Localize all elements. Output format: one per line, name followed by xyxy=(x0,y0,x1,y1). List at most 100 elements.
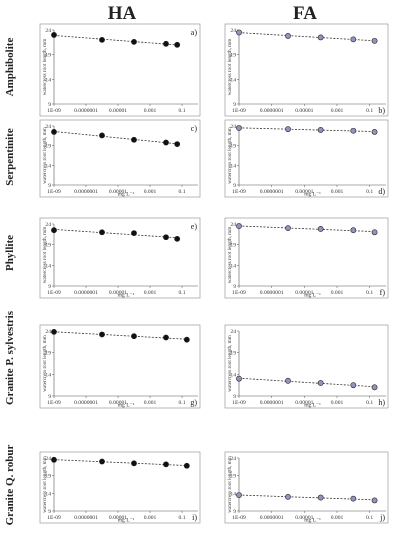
y-tick-label: 14 xyxy=(230,372,236,378)
x-tick-label: 0.00001 xyxy=(295,400,313,406)
y-tick-label: 14 xyxy=(45,77,51,83)
x-tick-label: 0.0000001 xyxy=(260,189,284,195)
x-tick-label: 0.0000001 xyxy=(74,400,98,406)
column-header-fa: FA xyxy=(293,3,317,24)
y-tick-label: 19 xyxy=(45,53,51,59)
data-point xyxy=(174,235,181,242)
data-point xyxy=(236,375,242,382)
data-point xyxy=(183,462,190,469)
x-tick-label: 0.00001 xyxy=(109,290,127,296)
y-tick-label: 24 xyxy=(230,456,236,462)
data-point xyxy=(236,125,242,131)
row-label-serpentinite: Serpentinite xyxy=(4,128,16,186)
data-point xyxy=(371,497,378,504)
x-tick-label: 0.001 xyxy=(144,400,157,406)
panel-letter-label: e) xyxy=(191,222,198,231)
x-axis-label: mg L⁻¹ xyxy=(304,518,321,524)
y-tick-label: 24 xyxy=(230,222,236,228)
x-tick-label: 1E-09 xyxy=(232,400,246,406)
data-point xyxy=(317,380,324,386)
y-axis-label: watercress root length, mm xyxy=(42,456,48,512)
panel-frame xyxy=(39,217,201,299)
y-tick-label: 24 xyxy=(230,329,236,335)
data-point xyxy=(51,328,57,335)
data-point xyxy=(99,132,105,139)
x-tick-label: 0.00001 xyxy=(109,400,127,406)
x-tick-label: 0.00001 xyxy=(109,108,127,114)
y-axis-label: watercress root length, mm xyxy=(227,335,233,391)
x-tick-label: 0.0000001 xyxy=(74,108,98,114)
panel-h: 9 14 19 24 1E-09 0.0000001 0.00001 0.001 0.1 wate… xyxy=(224,324,389,409)
y-tick-label: 9 xyxy=(48,284,51,290)
y-tick-label: 19 xyxy=(45,144,51,150)
data-point xyxy=(371,37,378,44)
y-tick-label: 14 xyxy=(230,163,236,169)
y-tick-label: 24 xyxy=(45,124,51,130)
x-tick-label: 1E-09 xyxy=(47,400,61,406)
data-point xyxy=(163,40,169,47)
panel-j: 9 14 19 24 1E-09 0.0000001 0.00001 0.001 0.1 wate… xyxy=(224,451,389,524)
y-tick-label: 14 xyxy=(45,263,51,269)
x-tick-label: 0.1 xyxy=(366,515,373,521)
y-tick-label: 9 xyxy=(233,183,236,189)
panel-frame xyxy=(224,217,389,299)
panel-a: 9 14 19 24 1E-09 0.0000001 0.00001 0.001 0.1 wate… xyxy=(39,23,201,117)
x-tick-label: 0.1 xyxy=(179,515,186,521)
x-tick-label: 0.1 xyxy=(366,400,373,406)
panel-e: 9 14 19 24 1E-09 0.0000001 0.00001 0.001 0.1 wate… xyxy=(39,217,201,299)
y-tick-label: 9 xyxy=(233,284,236,290)
x-tick-label: 0.00001 xyxy=(295,108,313,114)
y-tick-label: 14 xyxy=(230,263,236,269)
y-axis-label: watercress root length, mm xyxy=(227,456,233,512)
x-tick-label: 0.00001 xyxy=(295,515,313,521)
data-point xyxy=(350,127,357,134)
row-label-granite-p-sylvestris: Granite P. sylvestris xyxy=(4,310,16,405)
data-point xyxy=(99,331,105,338)
y-axis-label: watercress root length, mm xyxy=(227,39,233,95)
y-tick-label: 14 xyxy=(230,491,236,497)
panel-frame xyxy=(224,451,389,524)
data-point xyxy=(163,234,169,241)
y-tick-label: 19 xyxy=(45,243,51,249)
y-tick-label: 24 xyxy=(45,222,51,228)
data-point xyxy=(317,494,324,501)
data-point xyxy=(163,139,169,146)
panel-letter-label: f) xyxy=(380,288,386,297)
x-tick-label: 0.001 xyxy=(331,108,344,114)
panel-d: 9 14 19 24 1E-09 0.0000001 0.00001 0.001 0.1 wate… xyxy=(224,119,389,198)
data-point xyxy=(285,493,291,500)
y-tick-label: 24 xyxy=(45,28,51,34)
panel-letter-label: i) xyxy=(192,513,197,522)
x-tick-label: 1E-09 xyxy=(47,290,61,296)
y-tick-label: 9 xyxy=(48,394,51,400)
data-point xyxy=(99,458,105,465)
panel-i: 9 14 19 24 1E-09 0.0000001 0.00001 0.001 0.1 wate… xyxy=(39,451,201,524)
x-tick-label: 0.001 xyxy=(144,108,157,114)
y-axis-label: watercress root length, mm xyxy=(42,227,48,283)
y-tick-label: 19 xyxy=(230,53,236,59)
row-label-granite-q-robur: Granite Q. robur xyxy=(4,445,16,526)
y-tick-label: 9 xyxy=(233,394,236,400)
y-axis-label: watercress root length, mm xyxy=(42,39,48,95)
x-tick-label: 0.0000001 xyxy=(260,515,284,521)
y-tick-label: 24 xyxy=(230,28,236,34)
panel-letter-label: c) xyxy=(191,124,198,133)
x-tick-label: 0.001 xyxy=(144,290,157,296)
panel-letter-label: a) xyxy=(191,28,198,37)
x-tick-label: 0.0000001 xyxy=(74,515,98,521)
data-point xyxy=(51,128,57,135)
x-tick-label: 0.00001 xyxy=(295,290,313,296)
x-tick-label: 0.0000001 xyxy=(74,189,98,195)
data-point xyxy=(350,495,357,502)
x-tick-label: 1E-09 xyxy=(47,108,61,114)
data-point xyxy=(350,227,357,234)
panel-b: 9 14 19 24 1E-09 0.0000001 0.00001 0.001 0.1 wate… xyxy=(224,23,389,117)
data-point xyxy=(163,461,169,468)
x-axis-label: mg L⁻¹ xyxy=(118,293,135,299)
panel-letter-label: j) xyxy=(379,513,385,522)
y-tick-label: 24 xyxy=(230,124,236,130)
x-tick-label: 0.001 xyxy=(331,290,344,296)
x-tick-label: 0.1 xyxy=(179,400,186,406)
data-point xyxy=(183,336,190,343)
x-axis-label: mg L⁻¹ xyxy=(304,403,321,409)
